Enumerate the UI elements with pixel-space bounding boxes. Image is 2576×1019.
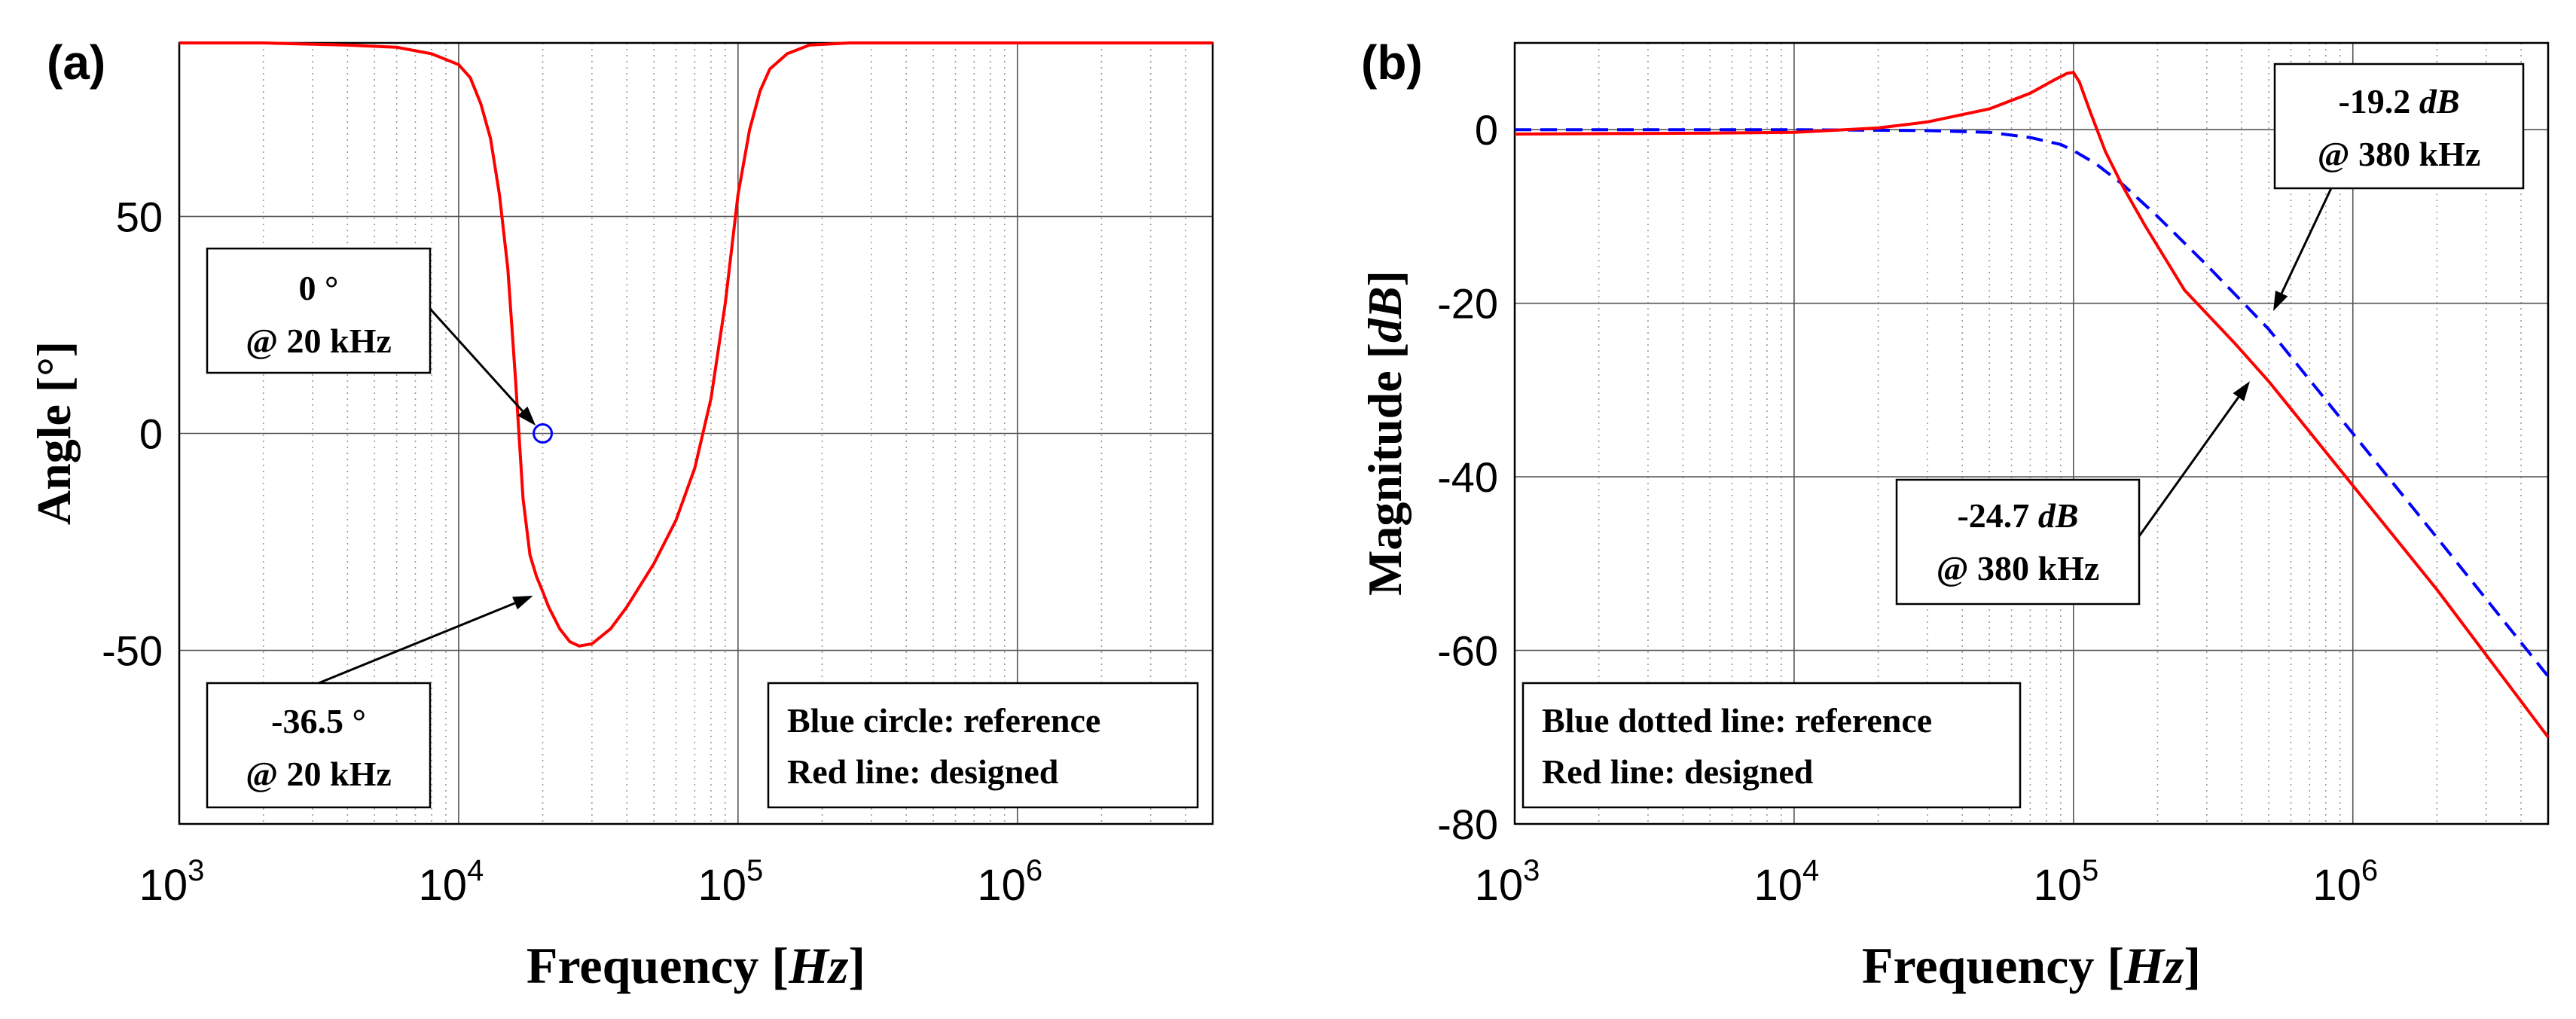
panel-a-annotation-minus36deg: -36.5 ° @ 20 kHz	[206, 596, 533, 809]
annotation-box	[1895, 478, 2141, 606]
legend-entry-reference: Blue dotted line: reference	[1542, 701, 1932, 740]
legend-box	[1521, 682, 2022, 809]
y-tick-label: 0	[139, 410, 163, 458]
annotation-arrow	[2280, 188, 2333, 294]
legend-entry-designed: Red line: designed	[787, 752, 1059, 791]
annotation-arrow	[429, 307, 523, 412]
annotation-line2: @ 380 kHz	[1937, 549, 2100, 587]
annotation-line1: -19.2 dB	[2338, 82, 2459, 121]
annotation-arrowhead	[517, 406, 536, 426]
panel-a-x-ticks: 103 104 105 106	[139, 854, 1043, 910]
x-tick-label: 104	[419, 854, 484, 910]
annotation-box	[2273, 63, 2525, 190]
panel-a-reference-circle-marker	[533, 423, 554, 444]
y-tick-label: -40	[1437, 453, 1498, 501]
panel-a-series-designed-line	[179, 41, 1213, 648]
annotation-arrow	[2138, 396, 2240, 537]
panel-a-label: (a)	[47, 35, 105, 90]
annotation-line1: 0 °	[299, 269, 339, 307]
panel-b-y-ticks: 0 -20 -40 -60 -80	[1437, 106, 1498, 848]
y-tick-label: -20	[1437, 280, 1498, 328]
annotation-box	[206, 247, 432, 374]
y-tick-label: -60	[1437, 627, 1498, 675]
x-tick-label: 105	[697, 854, 763, 910]
panel-b-legend: Blue dotted line: reference Red line: de…	[1521, 682, 2022, 809]
y-tick-label: 0	[1475, 106, 1498, 154]
annotation-arrow	[318, 602, 516, 685]
annotation-line2: @ 380 kHz	[2318, 135, 2481, 173]
panel-a-legend: Blue circle: reference Red line: designe…	[767, 682, 1199, 809]
panel-b-y-axis-label: Magnitude [dB]	[1358, 270, 1412, 596]
panel-b-label: (b)	[1361, 35, 1423, 90]
x-tick-label: 106	[2312, 854, 2378, 910]
annotation-box	[206, 682, 432, 809]
legend-box	[767, 682, 1199, 809]
panel-b-x-axis-label: Frequency [Hz]	[1862, 937, 2201, 994]
panel-a-y-axis-label: Angle [°]	[27, 341, 81, 525]
annotation-arrowhead	[2233, 381, 2250, 401]
annotation-line2: @ 20 kHz	[246, 322, 392, 360]
panel-a-angle-chart: (a) 50 0 -50 103 104 105 106 Angle [°] Freque…	[27, 35, 1214, 994]
panel-b-annotation-designed: -24.7 dB @ 380 kHz	[1895, 381, 2250, 606]
panel-b-x-ticks: 103 104 105 106	[1475, 854, 2379, 910]
annotation-arrowhead	[512, 596, 533, 610]
annotation-arrowhead	[2273, 290, 2288, 312]
x-tick-label: 104	[1754, 854, 1820, 910]
y-tick-label: -80	[1437, 801, 1498, 848]
panel-b-series-designed-line	[1514, 71, 2550, 739]
x-tick-label: 103	[139, 854, 205, 910]
panel-a-x-axis-label: Frequency [Hz]	[526, 937, 865, 994]
y-tick-label: -50	[102, 627, 163, 675]
x-tick-label: 103	[1475, 854, 1540, 910]
x-tick-label: 105	[2033, 854, 2098, 910]
annotation-line1: -24.7 dB	[1957, 496, 2078, 535]
panel-b-plot-frame	[1513, 41, 2550, 825]
legend-entry-designed: Red line: designed	[1542, 752, 1814, 791]
x-tick-label: 106	[977, 854, 1042, 910]
legend-entry-reference: Blue circle: reference	[787, 701, 1100, 740]
annotation-line1: -36.5 °	[271, 702, 366, 740]
panel-a-plot-frame	[178, 41, 1214, 825]
annotation-line2: @ 20 kHz	[246, 755, 392, 793]
panel-a-y-ticks: 50 0 -50	[102, 193, 163, 674]
panel-b-magnitude-chart: (b) 0 -20 -40 -60 -80 103 104 105 106 Magnitude…	[1358, 35, 2550, 994]
panel-a-annotation-0deg: 0 ° @ 20 kHz	[206, 247, 536, 426]
panel-b-annotation-reference: -19.2 dB @ 380 kHz	[2273, 63, 2525, 312]
y-tick-label: 50	[116, 193, 163, 240]
